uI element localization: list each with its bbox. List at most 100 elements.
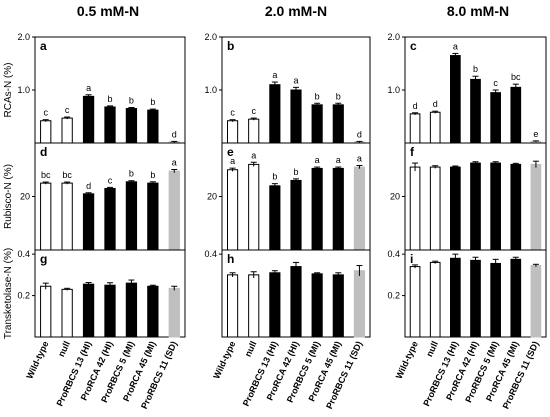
bar [311,167,323,251]
bar [168,170,180,251]
panel-letter: c [410,39,417,53]
bar [61,117,73,144]
y-tick-label: 20 [390,192,400,202]
bar [530,265,542,338]
significance-letter: a [336,155,341,165]
bar [125,282,138,338]
significance-letter: a [315,155,320,165]
bar [311,104,323,144]
y-tick-label: 2.0 [17,32,30,42]
bar [226,120,239,144]
significance-letter: bc [62,170,72,180]
significance-letter: b [129,169,134,179]
bar [147,109,159,144]
bar [61,288,73,338]
bar [61,182,73,251]
bar [147,182,159,251]
significance-letter: d [86,181,91,191]
bar [248,118,260,144]
significance-letter: c [108,175,113,185]
x-tick-label: Wild-type [24,340,50,381]
significance-letter: a [251,150,256,160]
y-tick-label: 20 [207,192,217,202]
significance-letter: a [86,83,91,93]
significance-letter: b [473,64,478,74]
significance-letter: b [129,95,134,105]
bar [450,166,461,251]
significance-letter: c [493,78,498,88]
x-tick-label: null [56,340,72,359]
bar [248,163,260,251]
panel-letter: b [227,39,234,53]
bar [311,273,323,338]
significance-letter: b [150,170,155,180]
significance-letter: b [150,97,155,107]
bar [104,106,116,144]
bar [82,193,95,251]
bar [353,166,366,251]
significance-letter: a [453,41,458,51]
x-tick-label: Wild-type [394,340,420,381]
bar [490,262,501,338]
bar [510,163,522,251]
bar [226,169,239,251]
significance-letter: c [43,108,48,118]
bar [332,274,344,338]
bar [470,259,481,338]
bar [409,266,421,338]
panel-letter: g [40,252,47,266]
significance-letter: bc [511,72,521,82]
bar [490,162,501,251]
bar [332,104,344,144]
y-tick-label: 2.0 [387,32,400,42]
bar [409,113,421,144]
panel-letter: e [227,145,234,159]
panel-letter: d [40,145,47,159]
significance-letter: d [413,101,418,111]
y-tick-label: 0.4 [17,249,30,259]
column-title: 8.0 mM-N [447,3,509,19]
significance-letter: a [172,157,177,167]
y-axis-label: RCAs-N (%) [3,63,14,118]
y-tick-label: 0.2 [387,291,400,301]
bar [104,284,116,338]
significance-letter: c [230,108,235,118]
panel-letter: f [410,145,415,159]
y-tick-label: 1.0 [204,85,217,95]
significance-letter: a [272,70,277,80]
panel-letter: h [227,252,234,266]
significance-letter: b [272,172,277,182]
y-tick-label: 0.2 [17,291,30,301]
bar [450,257,461,338]
bar [353,270,366,338]
bar [269,84,281,144]
bar [40,120,52,144]
significance-letter: e [533,129,538,139]
bar [510,86,522,144]
significance-letter: b [315,91,320,101]
column-title: 2.0 mM-N [265,3,327,19]
y-tick-label: 0.4 [387,249,400,259]
significance-letter: c [65,105,70,115]
bar [332,167,344,251]
bar [429,166,441,251]
bar [147,285,159,338]
bar [530,163,542,251]
panel-letter: a [40,39,47,53]
significance-letter: bc [41,170,51,180]
bar [82,283,95,338]
bar [248,274,260,338]
significance-letter: b [107,94,112,104]
significance-letter: b [336,91,341,101]
y-axis-label: Transketolase-N (%) [3,248,14,339]
bar [290,266,302,338]
bar [40,285,52,338]
bar [290,179,302,251]
bar [470,162,481,251]
bar [269,272,281,338]
significance-letter: c [251,106,256,116]
x-tick-label: null [424,340,440,359]
significance-letter: a [357,153,362,163]
bar [450,55,461,144]
